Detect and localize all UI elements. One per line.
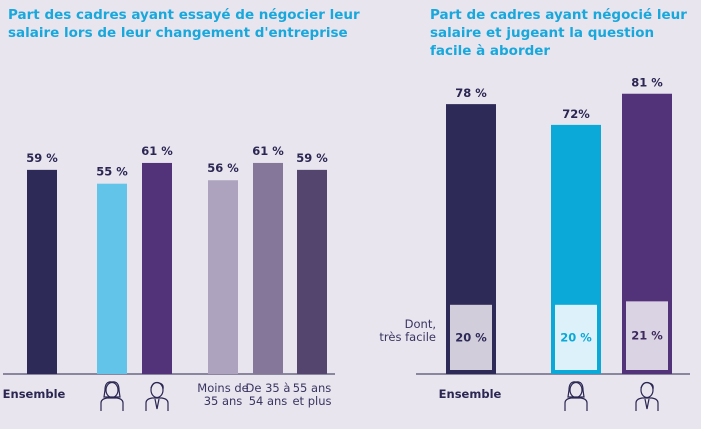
woman-icon bbox=[100, 381, 124, 411]
inner-series-label: Dont, très facile bbox=[379, 317, 436, 344]
bar-left-3 bbox=[208, 180, 238, 374]
woman-icon bbox=[564, 381, 588, 411]
data-label-left-2: 61 % bbox=[141, 144, 173, 158]
woman-icon-body bbox=[100, 397, 124, 411]
chart-title-right: Part de cadres ayant négocié leur salair… bbox=[430, 7, 687, 59]
data-label-left-1: 55 % bbox=[96, 165, 128, 179]
inner-bar-right-1 bbox=[555, 304, 597, 370]
inner-label-right-0: 20 % bbox=[455, 330, 487, 344]
inner-label-right-2: 21 % bbox=[631, 329, 663, 343]
bar-left-1 bbox=[97, 183, 127, 374]
category-label-left-5: 55 ans et plus bbox=[292, 381, 331, 408]
man-icon bbox=[145, 381, 169, 411]
man-icon-hair bbox=[150, 381, 164, 390]
category-label-left-3: Moins de 35 ans bbox=[197, 381, 248, 408]
woman-icon-head bbox=[569, 381, 583, 399]
man-icon-tie bbox=[644, 398, 650, 410]
bar-left-5 bbox=[297, 169, 327, 374]
bar-left-4 bbox=[253, 162, 283, 374]
inner-bar-right-0 bbox=[450, 304, 492, 370]
data-label-left-0: 59 % bbox=[26, 151, 58, 165]
category-label-right-0: Ensemble bbox=[439, 387, 502, 401]
inner-label-right-1: 20 % bbox=[560, 330, 592, 344]
data-label-left-4: 61 % bbox=[252, 144, 284, 158]
bar-left-2 bbox=[142, 162, 172, 374]
data-label-right-1: 72% bbox=[562, 107, 590, 121]
woman-icon-head bbox=[105, 381, 119, 399]
chart-title-left: Part des cadres ayant essayé de négocier… bbox=[8, 7, 360, 41]
data-label-left-3: 56 % bbox=[207, 161, 239, 175]
inner-bar-right-2 bbox=[626, 301, 668, 370]
man-icon-tie bbox=[154, 398, 160, 410]
man-icon bbox=[635, 381, 659, 411]
man-icon-hair bbox=[640, 381, 654, 390]
woman-icon-hair bbox=[103, 381, 121, 398]
data-label-right-0: 78 % bbox=[455, 86, 487, 100]
woman-icon-hair bbox=[567, 381, 585, 398]
category-label-left-0: Ensemble bbox=[3, 387, 66, 401]
man-icon-body bbox=[145, 397, 169, 411]
bar-left-0 bbox=[27, 169, 57, 374]
category-label-left-4: De 35 à 54 ans bbox=[246, 381, 291, 408]
man-icon-body bbox=[635, 397, 659, 411]
data-label-left-5: 59 % bbox=[296, 151, 328, 165]
data-label-right-2: 81 % bbox=[631, 76, 663, 90]
woman-icon-body bbox=[564, 397, 588, 411]
